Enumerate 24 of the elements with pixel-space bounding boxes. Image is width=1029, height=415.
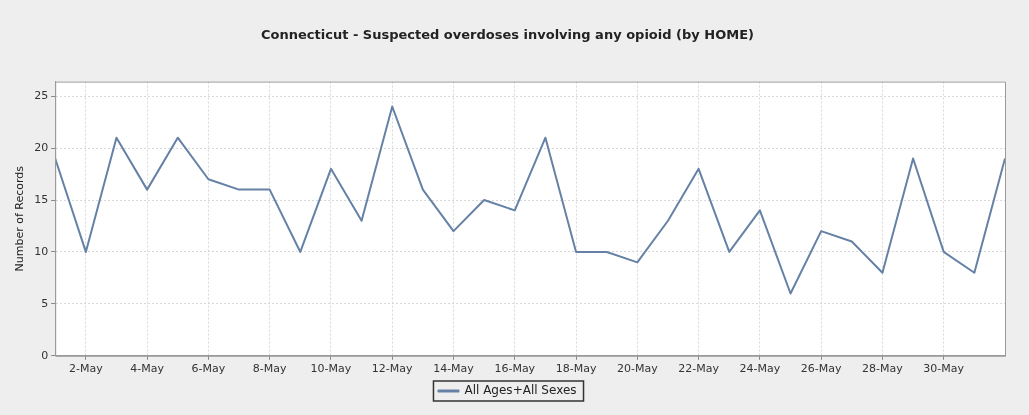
x-tick-label: 8-May [252, 362, 288, 376]
x-tick-label: 12-May [371, 362, 414, 376]
x-tick-label: 18-May [555, 362, 597, 376]
y-tick-label: 5 [41, 296, 49, 310]
x-tick-label: 30-May [923, 362, 965, 376]
x-tick-label: 20-May [616, 362, 659, 376]
x-tick-label: 2-May [68, 362, 104, 376]
legend-label: All Ages+All Sexes [464, 383, 577, 398]
x-tick-label: 22-May [678, 362, 720, 376]
x-tick-label: 26-May [800, 362, 843, 376]
x-tick-label: 4-May [130, 362, 165, 376]
x-tick-label: 14-May [433, 362, 475, 376]
x-tick-label: 6-May [191, 362, 226, 376]
x-tick-label: 10-May [310, 362, 352, 376]
x-tick-label: 28-May [862, 362, 904, 376]
y-tick-label: 0 [41, 348, 49, 362]
chart-title: Connecticut - Suspected overdoses involving any opioid (by HOME) [261, 27, 754, 43]
y-tick-label: 10 [34, 244, 49, 258]
y-tick-label: 15 [34, 192, 49, 206]
y-tick-label: 20 [34, 140, 49, 154]
y-axis-title: Number of Records [13, 165, 27, 272]
x-tick-label: 24-May [739, 362, 781, 376]
x-tick-label: 16-May [494, 362, 536, 376]
y-tick-label: 25 [34, 89, 49, 102]
